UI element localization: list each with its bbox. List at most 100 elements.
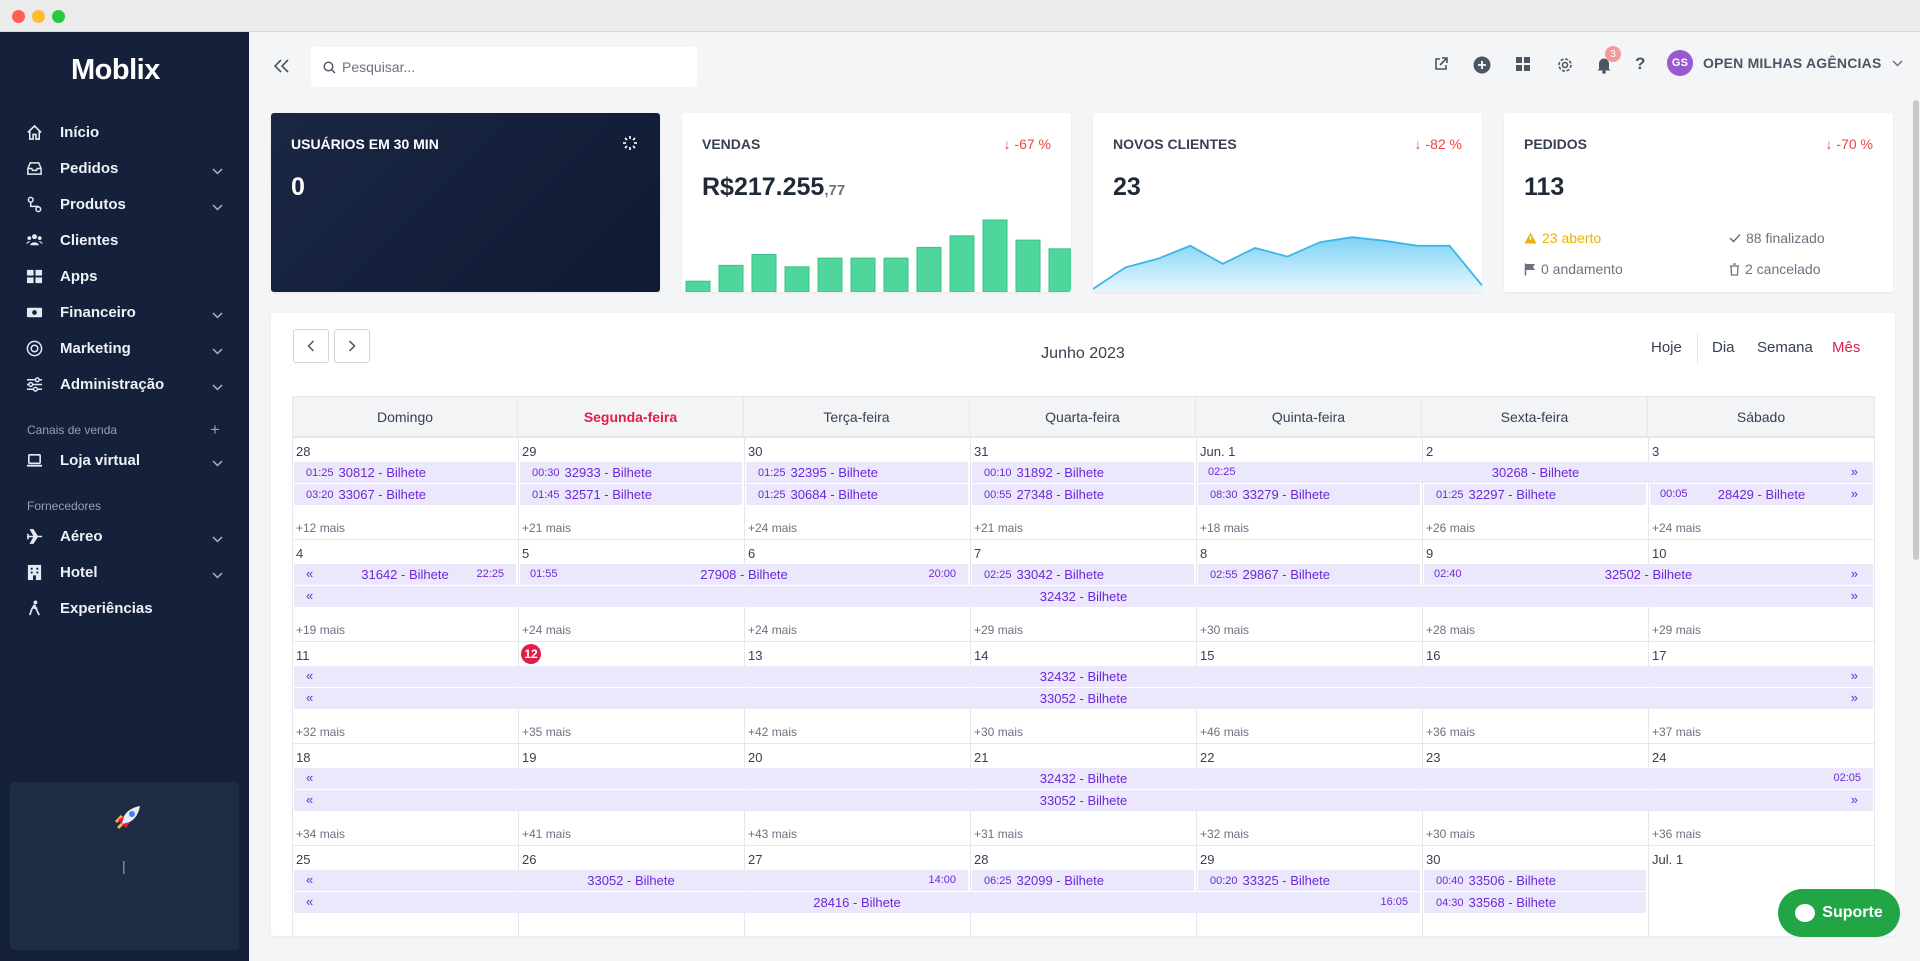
more-events-link[interactable]: +35 mais	[522, 725, 572, 739]
calendar-event[interactable]: 04:30 33568 - Bilhete	[1424, 892, 1646, 913]
calendar-event[interactable]: 08:30 33279 - Bilhete	[1198, 484, 1420, 505]
add-circle-icon[interactable]	[1473, 56, 1491, 79]
day-number[interactable]: 30	[748, 444, 763, 459]
calendar-event[interactable]: « 32432 - Bilhete 02:05	[294, 768, 1873, 789]
calendar-event[interactable]: 01:55 27908 - Bilhete 20:00	[520, 564, 968, 585]
day-number[interactable]: 7	[974, 546, 982, 561]
sidebar-item-produtos[interactable]: Produtos	[0, 189, 249, 219]
day-number[interactable]: 29	[1200, 852, 1215, 867]
calendar-event[interactable]: 01:25 32395 - Bilhete	[746, 462, 968, 483]
external-link-icon[interactable]	[1433, 56, 1449, 77]
view-week-button[interactable]: Semana	[1757, 339, 1813, 356]
calendar-event[interactable]: « 33052 - Bilhete »	[294, 790, 1873, 811]
more-events-link[interactable]: +31 mais	[974, 827, 1024, 841]
day-number[interactable]: 11	[296, 648, 310, 663]
add-channel-icon[interactable]: +	[210, 420, 220, 439]
sidebar-item-experiencias[interactable]: Experiências	[0, 593, 249, 623]
day-number[interactable]: 20	[748, 750, 763, 765]
sidebar-item-clientes[interactable]: Clientes	[0, 225, 249, 255]
day-number[interactable]: 8	[1200, 546, 1208, 561]
calendar-event[interactable]: « 28416 - Bilhete 16:05	[294, 892, 1420, 913]
calendar-event[interactable]: 01:25 32297 - Bilhete	[1424, 484, 1646, 505]
calendar-event[interactable]: « 31642 - Bilhete 22:25	[294, 564, 516, 585]
view-today-button[interactable]: Hoje	[1651, 339, 1682, 356]
calendar-event[interactable]: 00:55 27348 - Bilhete	[972, 484, 1194, 505]
sidebar-item-loja-virtual[interactable]: Loja virtual	[0, 445, 249, 475]
calendar-event[interactable]: 02:25 33042 - Bilhete	[972, 564, 1194, 585]
sidebar-item-pedidos[interactable]: Pedidos	[0, 153, 249, 183]
day-number[interactable]: 14	[974, 648, 989, 663]
calendar-event[interactable]: 02:25 30268 - Bilhete »	[1198, 462, 1873, 483]
day-number[interactable]: 31	[974, 444, 989, 459]
user-menu[interactable]: GS OPEN MILHAS AGÊNCIAS	[1667, 50, 1903, 76]
sidebar-item-aereo[interactable]: Aéreo	[0, 521, 249, 551]
day-number[interactable]: 13	[748, 648, 763, 663]
calendar-event[interactable]: « 32432 - Bilhete »	[294, 586, 1873, 607]
day-number[interactable]: 6	[748, 546, 756, 561]
day-number[interactable]: 10	[1652, 546, 1667, 561]
more-events-link[interactable]: +26 mais	[1426, 521, 1476, 535]
calendar-event[interactable]: 01:25 30684 - Bilhete	[746, 484, 968, 505]
calendar-next-button[interactable]	[334, 329, 370, 363]
sidebar-item-administracao[interactable]: Administração	[0, 369, 249, 399]
moblix-logo[interactable]: Moblix	[71, 54, 160, 86]
calendar-event[interactable]: 02:40 32502 - Bilhete »	[1424, 564, 1873, 585]
day-number[interactable]: 17	[1652, 648, 1667, 663]
orders-done[interactable]: 88 finalizado	[1729, 230, 1825, 246]
more-events-link[interactable]: +19 mais	[296, 623, 346, 637]
more-events-link[interactable]: +21 mais	[974, 521, 1024, 535]
day-number[interactable]: 28	[296, 444, 311, 459]
day-number[interactable]: 18	[296, 750, 311, 765]
more-events-link[interactable]: +34 mais	[296, 827, 346, 841]
day-number[interactable]: 23	[1426, 750, 1441, 765]
day-number[interactable]: 27	[748, 852, 763, 867]
calendar-event[interactable]: 02:55 29867 - Bilhete	[1198, 564, 1420, 585]
more-events-link[interactable]: +24 mais	[748, 623, 798, 637]
more-events-link[interactable]: +29 mais	[974, 623, 1024, 637]
more-events-link[interactable]: +30 mais	[974, 725, 1024, 739]
day-number[interactable]: 22	[1200, 750, 1215, 765]
today-date-badge[interactable]: 12	[521, 644, 541, 664]
more-events-link[interactable]: +18 mais	[1200, 521, 1250, 535]
settings-gear-icon[interactable]	[1556, 56, 1574, 79]
more-events-link[interactable]: +24 mais	[748, 521, 798, 535]
calendar-event[interactable]: 00:05 28429 - Bilhete »	[1650, 484, 1873, 505]
sidebar-item-apps[interactable]: Apps	[0, 261, 249, 291]
minimize-window-button[interactable]	[32, 10, 45, 23]
more-events-link[interactable]: +12 mais	[296, 521, 346, 535]
sidebar-item-hotel[interactable]: Hotel	[0, 557, 249, 587]
view-month-button[interactable]: Mês	[1832, 339, 1861, 356]
notifications-bell-icon[interactable]	[1596, 56, 1612, 79]
calendar-event[interactable]: 00:30 32933 - Bilhete	[520, 462, 742, 483]
day-number[interactable]: 5	[522, 546, 530, 561]
day-number[interactable]: 26	[522, 852, 537, 867]
day-number[interactable]: 24	[1652, 750, 1667, 765]
orders-in-progress[interactable]: 0 andamento	[1524, 261, 1623, 277]
more-events-link[interactable]: +21 mais	[522, 521, 572, 535]
more-events-link[interactable]: +36 mais	[1652, 827, 1702, 841]
calendar-event[interactable]: « 32432 - Bilhete »	[294, 666, 1873, 687]
more-events-link[interactable]: +30 mais	[1426, 827, 1476, 841]
day-number[interactable]: 30	[1426, 852, 1441, 867]
more-events-link[interactable]: +37 mais	[1652, 725, 1702, 739]
more-events-link[interactable]: +29 mais	[1652, 623, 1702, 637]
day-number[interactable]: Jun. 1	[1200, 444, 1236, 459]
calendar-event[interactable]: 06:25 32099 - Bilhete	[972, 870, 1194, 891]
more-events-link[interactable]: +36 mais	[1426, 725, 1476, 739]
more-events-link[interactable]: +32 mais	[1200, 827, 1250, 841]
calendar-event[interactable]: 00:10 31892 - Bilhete	[972, 462, 1194, 483]
day-number[interactable]: 29	[522, 444, 537, 459]
more-events-link[interactable]: +32 mais	[296, 725, 346, 739]
day-number[interactable]: Jul. 1	[1652, 852, 1684, 867]
more-events-link[interactable]: +42 mais	[748, 725, 798, 739]
sidebar-item-financeiro[interactable]: Financeiro	[0, 297, 249, 327]
day-number[interactable]: 15	[1200, 648, 1215, 663]
apps-grid-icon[interactable]	[1515, 56, 1531, 77]
more-events-link[interactable]: +41 mais	[522, 827, 572, 841]
more-events-link[interactable]: +24 mais	[1652, 521, 1702, 535]
view-day-button[interactable]: Dia	[1712, 339, 1735, 356]
maximize-window-button[interactable]	[52, 10, 65, 23]
more-events-link[interactable]: +28 mais	[1426, 623, 1476, 637]
calendar-event[interactable]: « 33052 - Bilhete »	[294, 688, 1873, 709]
more-events-link[interactable]: +24 mais	[522, 623, 572, 637]
